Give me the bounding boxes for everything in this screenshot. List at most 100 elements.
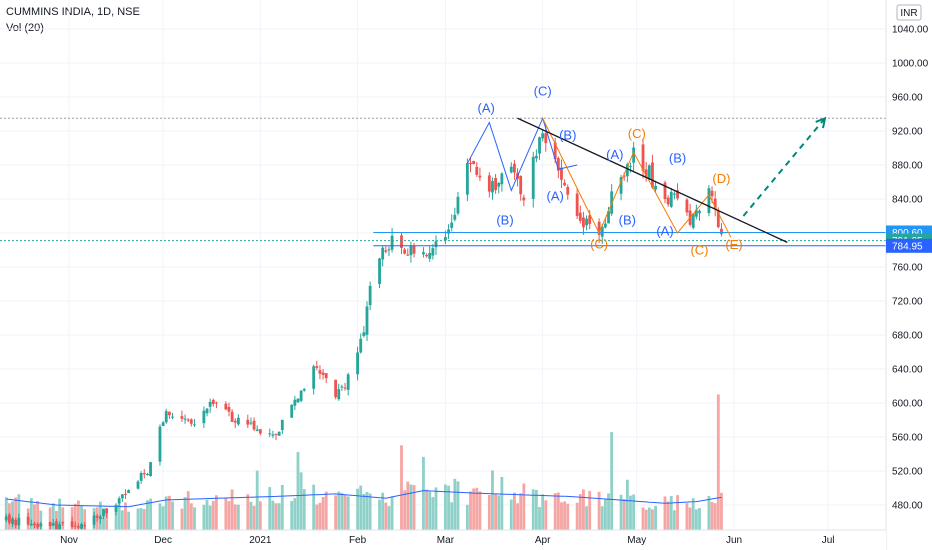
wave-label: (A) <box>478 100 495 115</box>
y-tick-label: 840.00 <box>892 195 923 206</box>
volume-bar <box>632 494 636 530</box>
wave-label: (C) <box>628 126 646 141</box>
volume-bar <box>676 495 679 530</box>
candle-body <box>716 210 720 228</box>
candle-body <box>531 156 535 199</box>
candle-body <box>290 404 294 418</box>
volume-bar <box>478 491 482 530</box>
volume-bar <box>522 483 526 530</box>
volume-bar <box>409 484 413 530</box>
volume-bar <box>48 507 52 530</box>
candle-body <box>632 147 636 163</box>
volume-bar <box>428 491 432 530</box>
candle-body <box>500 173 504 185</box>
candle-body <box>694 209 698 217</box>
candle-body <box>475 166 479 175</box>
volume-bar <box>36 501 40 530</box>
y-tick-label: 520.00 <box>892 467 923 478</box>
volume-bar <box>340 492 344 530</box>
price-axis: 480.00 520.00 560.00 600.00 640.00 680.00 720.… <box>885 0 932 550</box>
price-label-box <box>886 238 932 253</box>
candle-body <box>691 213 695 228</box>
x-tick-label: Jul <box>822 535 835 546</box>
candle-body <box>469 162 472 165</box>
candle-body <box>299 390 303 401</box>
volume-bar <box>582 489 585 530</box>
volume-bar <box>80 505 83 530</box>
candle-body <box>337 389 341 400</box>
candle-body <box>183 418 187 420</box>
volume-bar <box>491 470 494 530</box>
volume-bar <box>575 502 579 530</box>
candle-body <box>578 212 582 221</box>
candle-body <box>315 366 319 368</box>
candle-body <box>522 197 526 201</box>
candle-body <box>340 386 344 388</box>
candle-body <box>378 258 381 285</box>
volume-bar <box>516 503 519 530</box>
wave-label: (A) <box>547 189 564 204</box>
candle-body <box>713 198 717 210</box>
volume-bar <box>186 491 190 530</box>
volume-bar <box>378 499 381 530</box>
volume-bar <box>390 496 394 530</box>
candle-body <box>205 408 209 414</box>
volume-bar <box>14 497 18 530</box>
candle-body <box>359 338 363 353</box>
volume-bar <box>629 495 632 530</box>
candle-body <box>585 218 588 226</box>
price-axis-bg <box>886 0 932 550</box>
candle-body <box>560 167 563 180</box>
candle-body <box>17 517 21 526</box>
wave-label: (B) <box>496 213 513 228</box>
candle-body <box>120 494 124 499</box>
volume-bar <box>544 500 548 530</box>
volume-bar <box>11 501 14 530</box>
y-tick-label: 640.00 <box>892 365 923 376</box>
candle-body <box>33 523 36 526</box>
candle-body <box>114 504 118 512</box>
x-tick-label: 2021 <box>249 535 272 546</box>
volume-bar <box>76 500 80 530</box>
time-axis-bg <box>0 530 886 550</box>
candle-body <box>672 193 676 195</box>
volume-bar <box>619 494 623 530</box>
candle-body <box>622 175 626 177</box>
candle-body <box>582 217 585 228</box>
candle-body <box>80 524 83 529</box>
volume-bar <box>685 503 689 530</box>
volume-bar <box>494 493 498 530</box>
volume-bar <box>343 494 347 530</box>
candle-body <box>61 522 65 524</box>
volume-bar <box>362 493 366 530</box>
candle-body <box>58 524 62 531</box>
candle-body <box>73 525 77 527</box>
volume-bar <box>161 506 165 530</box>
volume-bar <box>465 504 469 530</box>
candle-body <box>390 235 394 250</box>
volume-bar <box>321 496 325 530</box>
volume-ma-line <box>6 490 722 508</box>
candle-body <box>575 193 579 216</box>
candle-body <box>302 388 306 391</box>
y-tick-label: 680.00 <box>892 331 923 342</box>
candle-body <box>444 237 447 241</box>
volume-bar <box>189 503 193 530</box>
candle-body <box>7 514 11 523</box>
candle-body <box>607 210 610 224</box>
volume-bar <box>647 507 651 530</box>
volume-bar <box>233 504 237 530</box>
x-tick-label: Mar <box>437 535 455 546</box>
volume-indicator-label[interactable]: Vol (20) <box>6 22 44 34</box>
volume-bar <box>255 470 259 530</box>
volume-bar <box>227 501 231 530</box>
volume-bar <box>58 498 62 530</box>
candle-body <box>534 155 538 159</box>
candle-body <box>422 252 425 255</box>
volume-bar <box>450 502 454 530</box>
candle-body <box>384 250 388 252</box>
wave-label: (C) <box>690 242 708 257</box>
candle-body <box>538 137 541 154</box>
candle-body <box>465 163 469 195</box>
